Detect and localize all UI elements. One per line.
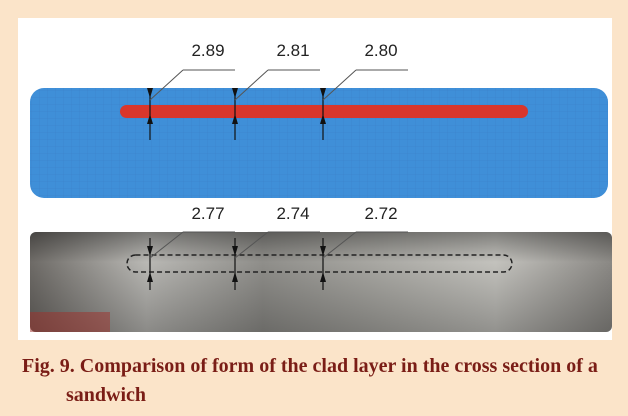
photo-mark <box>30 312 110 332</box>
mesh <box>30 88 608 198</box>
measurement-label: 2.72 <box>364 204 397 223</box>
measurement-label: 2.89 <box>191 41 224 60</box>
measurement-label: 2.80 <box>364 41 397 60</box>
measurement-label: 2.74 <box>276 204 309 223</box>
page: {"figure": {"top_labels": ["2.89", "2.81… <box>0 0 628 416</box>
clad-layer <box>120 105 528 118</box>
caption: Fig. 9. Comparison of form of the clad l… <box>22 352 612 410</box>
measurement-label: 2.81 <box>276 41 309 60</box>
figure: 2.89 2.81 2.80 2.77 2.74 2.72 <box>0 0 628 345</box>
measurement-label: 2.77 <box>191 204 224 223</box>
